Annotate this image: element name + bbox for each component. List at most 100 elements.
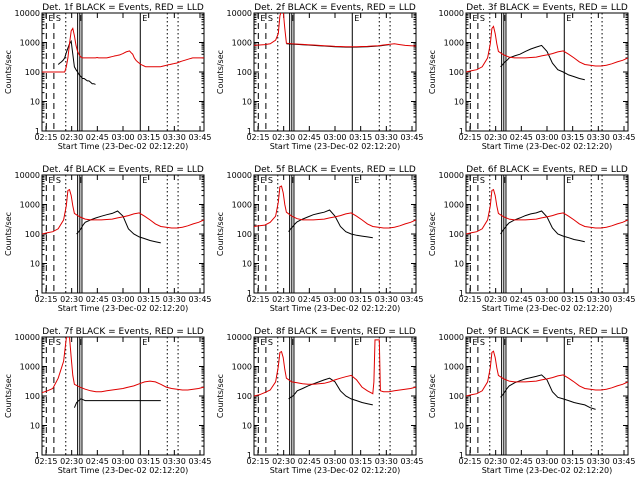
x-tick-label: 02:30 xyxy=(272,457,295,466)
x-tick-label: 02:15 xyxy=(458,295,481,304)
y-tick-label: 1 xyxy=(247,289,252,298)
x-axis-label: Start Time (23-Dec-02 02:12:20) xyxy=(270,142,401,151)
y-axis-label: Counts/sec xyxy=(428,50,437,94)
y-tick-label: 1000 xyxy=(444,39,464,48)
x-tick-label: 03:00 xyxy=(323,133,346,142)
x-tick-label: 03:15 xyxy=(349,133,372,142)
x-axis-label: Start Time (23-Dec-02 02:12:20) xyxy=(482,304,613,313)
x-axis-label: Start Time (23-Dec-02 02:12:20) xyxy=(482,142,613,151)
plot-frame xyxy=(253,174,417,294)
y-tick-label: 1 xyxy=(459,451,464,460)
x-tick-label: 03:45 xyxy=(612,133,635,142)
y-axis-label: Counts/sec xyxy=(216,50,225,94)
x-tick-label: 03:15 xyxy=(561,295,584,304)
panel-title: Det. 2f BLACK = Events, RED = LLD xyxy=(254,3,416,13)
interval-label: S xyxy=(56,14,61,23)
x-tick-label: 03:30 xyxy=(375,133,398,142)
panel-title: Det. 1f BLACK = Events, RED = LLD xyxy=(42,3,204,13)
x-tick-label: 03:45 xyxy=(612,295,635,304)
y-tick-label: 1 xyxy=(247,451,252,460)
x-tick-label: 03:45 xyxy=(400,133,423,142)
x-tick-label: 02:30 xyxy=(60,133,83,142)
x-tick-label: 03:45 xyxy=(188,295,211,304)
y-tick-label: 1 xyxy=(459,127,464,136)
interval-label: E xyxy=(472,338,477,347)
interval-label: I xyxy=(292,14,294,23)
events-series-line xyxy=(500,44,585,81)
y-axis-label: Counts/sec xyxy=(428,374,437,418)
events-series-line xyxy=(57,39,96,85)
x-axis-label: Start Time (23-Dec-02 02:12:20) xyxy=(270,466,401,475)
y-tick-label: 1 xyxy=(247,127,252,136)
y-tick-label: 10 xyxy=(242,98,252,107)
x-tick-label: 02:45 xyxy=(298,295,321,304)
y-tick-label: 1000 xyxy=(20,363,40,372)
interval-label: I xyxy=(292,176,294,185)
interval-label: I xyxy=(292,338,294,347)
y-tick-label: 10000 xyxy=(227,9,252,18)
detector-panel: Det. 3f BLACK = Events, RED = LLD Counts/… xyxy=(428,3,636,151)
y-tick-label: 10000 xyxy=(15,333,40,342)
y-tick-label: 1000 xyxy=(444,201,464,210)
x-tick-label: 02:15 xyxy=(246,133,269,142)
interval-label: E xyxy=(354,14,359,23)
x-tick-label: 02:30 xyxy=(60,295,83,304)
detector-panel: Det. 5f BLACK = Events, RED = LLD Counts/… xyxy=(216,165,424,313)
x-tick-label: 03:15 xyxy=(349,295,372,304)
y-tick-label: 1 xyxy=(35,289,40,298)
plot-frame xyxy=(465,336,629,456)
detector-panel: Det. 7f BLACK = Events, RED = LLD Counts/… xyxy=(4,327,212,475)
y-tick-label: 1000 xyxy=(232,201,252,210)
x-axis-label: Start Time (23-Dec-02 02:12:20) xyxy=(482,466,613,475)
x-tick-label: 02:15 xyxy=(246,295,269,304)
y-tick-label: 10 xyxy=(242,260,252,269)
x-tick-label: 03:00 xyxy=(111,457,134,466)
panel-title: Det. 4f BLACK = Events, RED = LLD xyxy=(42,165,204,175)
lld-series-line xyxy=(254,13,416,48)
y-axis-label: Counts/sec xyxy=(4,212,13,256)
y-tick-label: 10000 xyxy=(439,9,464,18)
detector-panel: Det. 1f BLACK = Events, RED = LLD Counts/… xyxy=(4,3,212,151)
x-tick-label: 03:30 xyxy=(587,133,610,142)
plot-frame xyxy=(41,12,205,132)
x-tick-label: 02:15 xyxy=(34,133,57,142)
y-tick-label: 1000 xyxy=(20,201,40,210)
x-tick-label: 02:30 xyxy=(484,295,507,304)
x-tick-label: 03:15 xyxy=(349,457,372,466)
interval-label: E xyxy=(48,14,53,23)
interval-label: S xyxy=(268,338,273,347)
x-tick-label: 03:00 xyxy=(111,295,134,304)
y-tick-label: 100 xyxy=(449,230,464,239)
interval-label: E xyxy=(566,338,571,347)
x-axis-label: Start Time (23-Dec-02 02:12:20) xyxy=(58,304,189,313)
interval-label: I xyxy=(504,14,506,23)
interval-label: S xyxy=(480,338,485,347)
y-tick-label: 10000 xyxy=(439,333,464,342)
y-tick-label: 10000 xyxy=(227,333,252,342)
events-series-line xyxy=(288,377,373,406)
interval-label: E xyxy=(260,176,265,185)
events-series-line xyxy=(500,210,585,243)
x-tick-label: 03:45 xyxy=(188,457,211,466)
x-axis-label: Start Time (23-Dec-02 02:12:20) xyxy=(58,466,189,475)
y-tick-label: 10 xyxy=(454,422,464,431)
plot-frame xyxy=(253,336,417,456)
x-tick-label: 02:45 xyxy=(86,295,109,304)
x-tick-label: 02:30 xyxy=(484,133,507,142)
panel-title: Det. 7f BLACK = Events, RED = LLD xyxy=(42,327,204,337)
y-tick-label: 1 xyxy=(35,451,40,460)
y-tick-label: 10 xyxy=(454,260,464,269)
interval-label: E xyxy=(48,338,53,347)
y-tick-label: 1000 xyxy=(444,363,464,372)
interval-label: E xyxy=(354,338,359,347)
x-tick-label: 03:30 xyxy=(163,295,186,304)
x-tick-label: 02:45 xyxy=(510,457,533,466)
y-tick-label: 100 xyxy=(237,230,252,239)
x-tick-label: 03:30 xyxy=(375,295,398,304)
x-tick-label: 03:00 xyxy=(323,295,346,304)
interval-label: E xyxy=(48,176,53,185)
x-tick-label: 03:15 xyxy=(561,133,584,142)
panel-title: Det. 9f BLACK = Events, RED = LLD xyxy=(466,327,628,337)
panel-title: Det. 5f BLACK = Events, RED = LLD xyxy=(254,165,416,175)
